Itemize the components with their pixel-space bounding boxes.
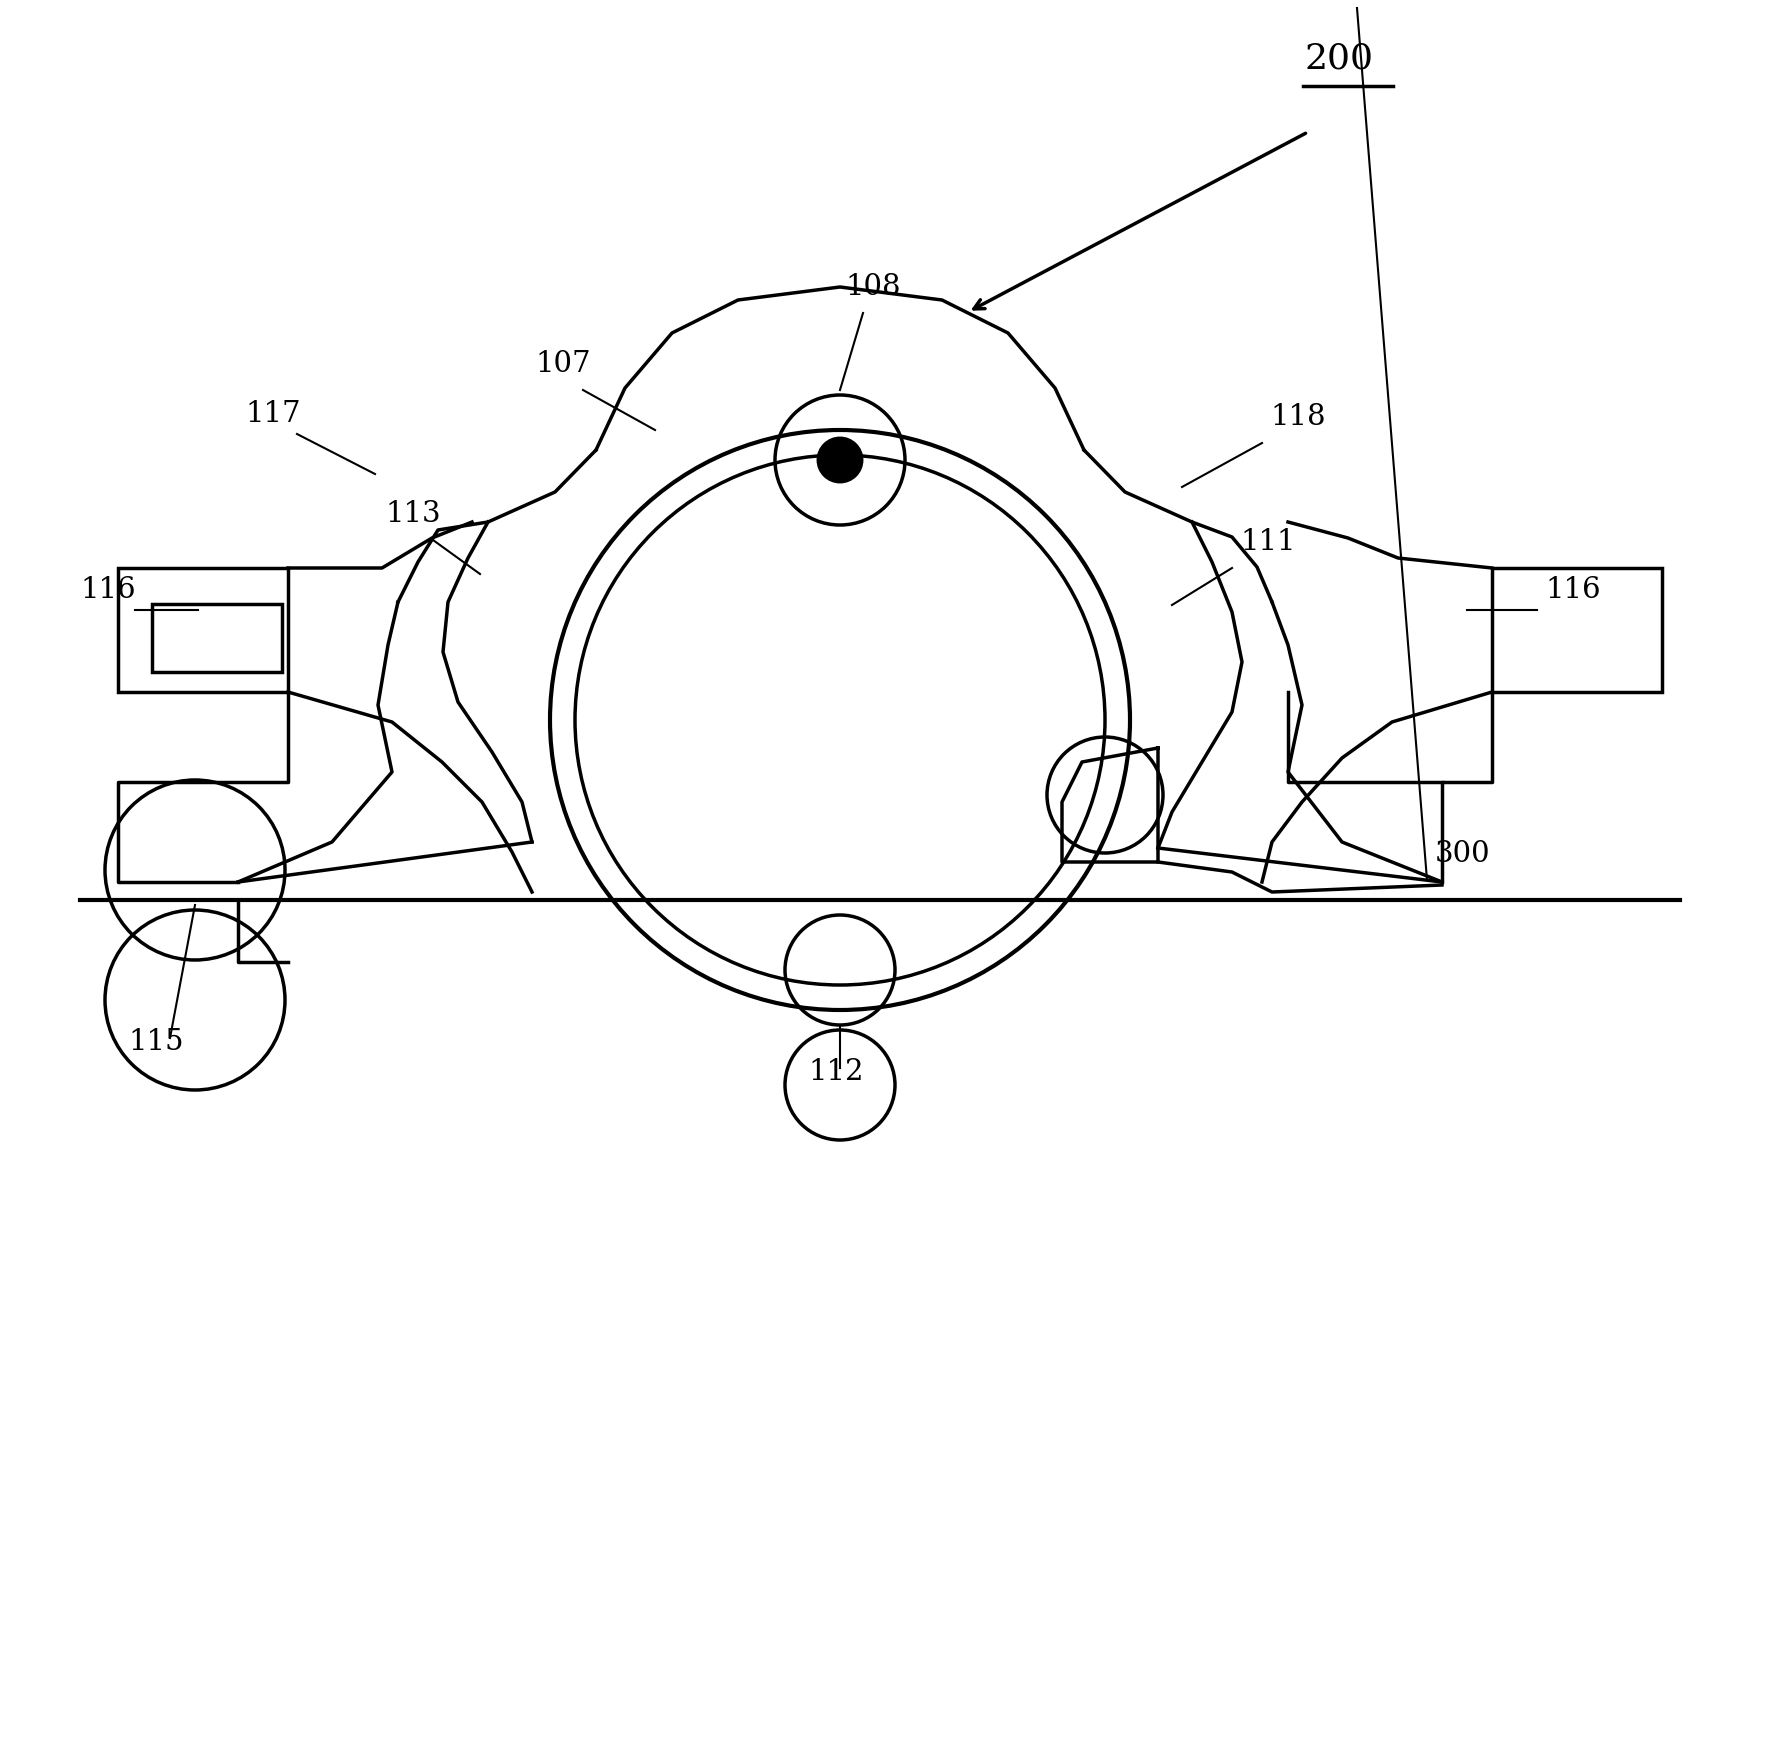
Text: 115: 115 xyxy=(128,1027,183,1057)
Text: 116: 116 xyxy=(80,576,135,603)
Text: 300: 300 xyxy=(1435,841,1490,869)
Text: 118: 118 xyxy=(1269,403,1324,431)
Text: 116: 116 xyxy=(1543,576,1600,603)
Circle shape xyxy=(817,438,862,483)
Text: 112: 112 xyxy=(808,1059,863,1087)
Text: 111: 111 xyxy=(1239,528,1294,556)
Text: 108: 108 xyxy=(844,274,901,302)
Text: 113: 113 xyxy=(384,501,440,528)
Text: 117: 117 xyxy=(246,399,301,427)
Text: 107: 107 xyxy=(534,351,591,378)
Text: 200: 200 xyxy=(1305,42,1372,75)
